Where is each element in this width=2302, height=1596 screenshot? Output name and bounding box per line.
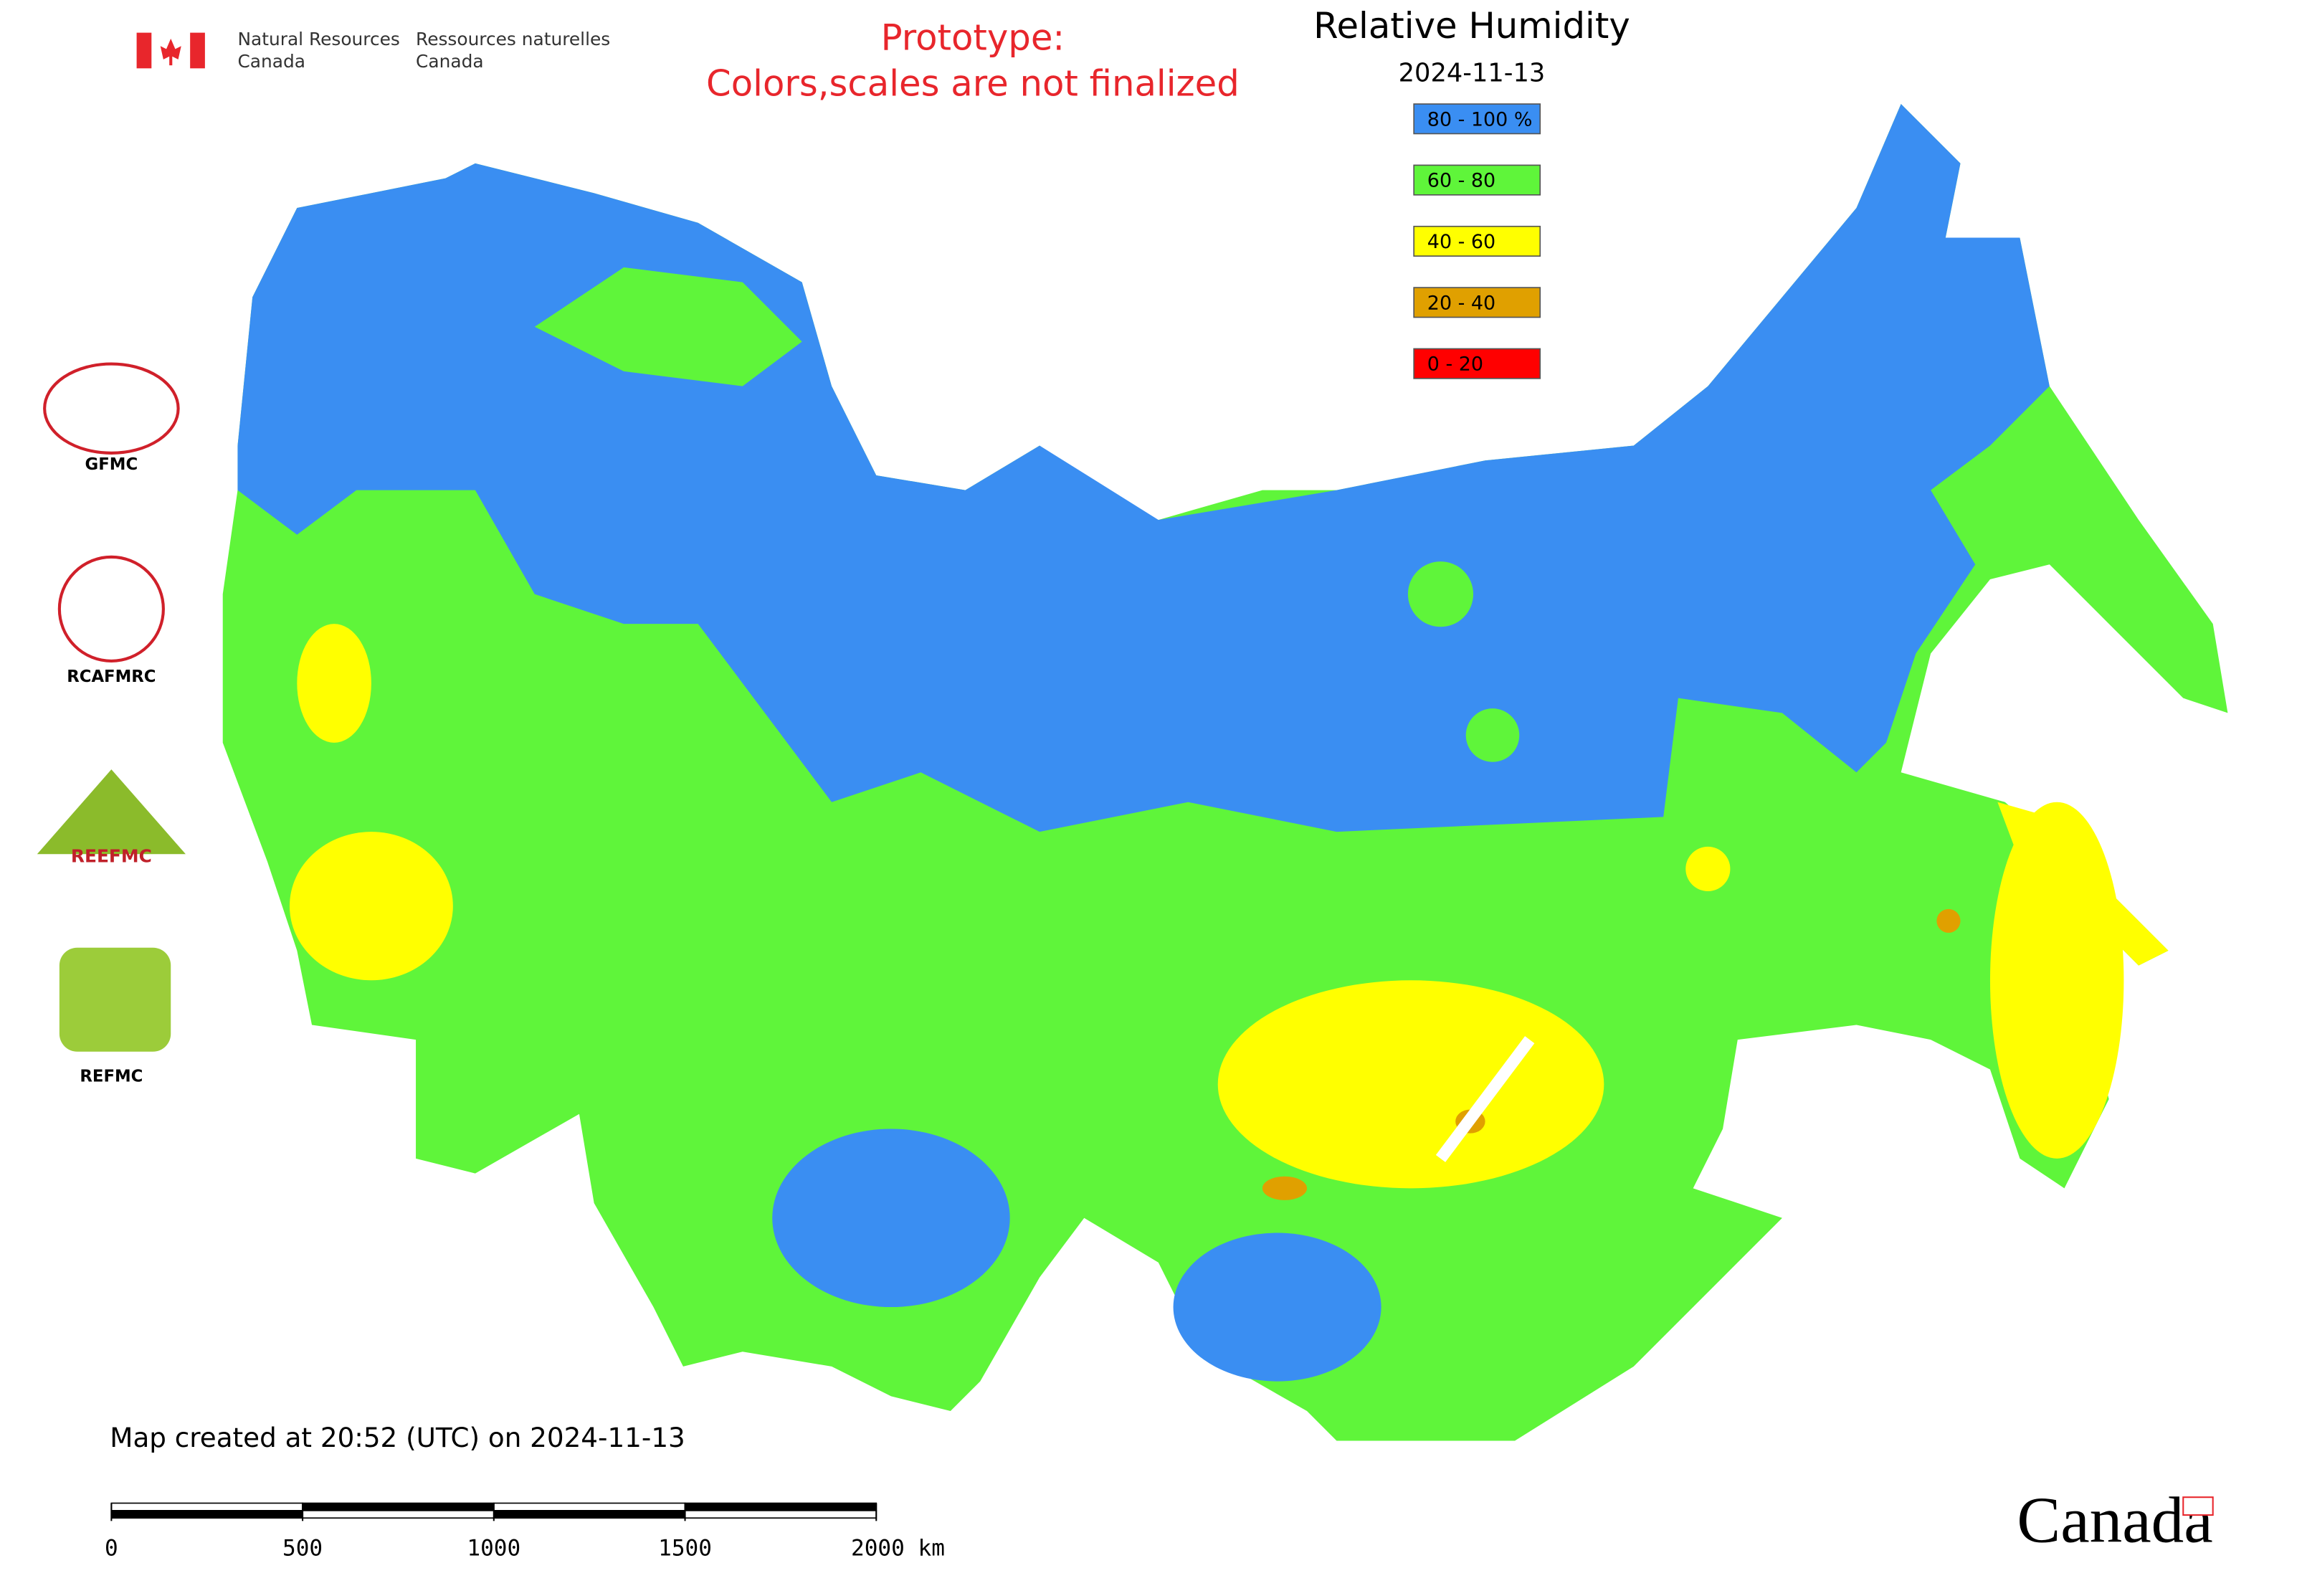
scale-label: 1500 — [658, 1536, 712, 1562]
humidity-zone — [289, 832, 453, 981]
map-date: 2024-11-13 — [1399, 59, 1546, 88]
legend-swatch — [1413, 164, 1541, 196]
scale-segment — [302, 1510, 495, 1519]
humidity-zone — [1407, 561, 1474, 627]
logos: GFMC RCAFMRC REEFMC REFMC — [37, 362, 186, 1086]
department-fr: Canada — [416, 51, 484, 72]
logo — [57, 555, 165, 662]
scale-segment — [493, 1510, 686, 1519]
legend-label: 20 - 40 — [1427, 292, 1495, 314]
department-en: Canada — [237, 51, 305, 72]
nrcan-signature: Natural Resources Canada Ressources natu… — [136, 29, 610, 72]
scale-label: 0 — [105, 1536, 118, 1562]
humidity-zone — [1685, 846, 1731, 891]
department-fr: Ressources naturelles — [416, 29, 610, 49]
logo-caption: REEFMC — [71, 845, 152, 866]
logo — [59, 947, 171, 1052]
wordmark: Canada — [2017, 1484, 2212, 1557]
legend-swatch — [1413, 348, 1541, 379]
humidity-zone — [1173, 1232, 1381, 1382]
humidity-zone — [1217, 980, 1604, 1189]
humidity-zone — [1465, 708, 1520, 762]
humidity-zone — [297, 624, 371, 743]
flag-bar — [190, 32, 205, 69]
scale-segment — [493, 1502, 686, 1511]
logo-caption: RCAFMRC — [67, 668, 156, 686]
department-en: Natural Resources — [237, 29, 399, 49]
scale-segment — [684, 1510, 877, 1519]
scale-label: 2000 km — [851, 1536, 945, 1562]
notice: Prototype: — [881, 16, 1065, 58]
notice: Colors,scales are not finalized — [706, 63, 1240, 105]
humidity-zone — [1262, 1176, 1308, 1200]
humidity-zone — [772, 1129, 1010, 1308]
legend-swatch — [1413, 103, 1541, 135]
scale-segment — [684, 1502, 877, 1511]
legend-label: 60 - 80 — [1427, 170, 1495, 192]
wordmark-flag — [2182, 1496, 2214, 1516]
map-created: Map created at 20:52 (UTC) on 2024-11-13 — [110, 1422, 685, 1453]
legend-label: 80 - 100 % — [1427, 108, 1533, 130]
humidity-zone — [1997, 802, 2169, 966]
humidity-zone — [1936, 908, 1961, 933]
scale-segment — [302, 1502, 495, 1511]
legend: 80 - 100 % 60 - 80 40 - 60 20 - 40 0 - 20 — [1413, 103, 1541, 379]
humidity-zone — [534, 267, 802, 386]
maple-leaf — [160, 38, 181, 66]
scale-label: 500 — [282, 1536, 323, 1562]
map — [222, 104, 2228, 1441]
logo-caption: GFMC — [85, 455, 138, 474]
logo — [43, 362, 180, 455]
scale-bar: 0 500 1000 1500 2000 km — [105, 1502, 945, 1562]
legend-label: 40 - 60 — [1427, 231, 1495, 253]
legend-swatch — [1413, 287, 1541, 318]
lake-baikal — [1435, 1036, 1535, 1162]
logo-caption: REFMC — [80, 1067, 143, 1086]
legend-label: 0 - 20 — [1427, 353, 1483, 376]
legend-swatch — [1413, 225, 1541, 257]
flag-bar — [136, 32, 152, 69]
scale-label: 1000 — [467, 1536, 520, 1562]
logo — [37, 769, 186, 855]
map-title: Relative Humidity — [1313, 5, 1630, 47]
scale-segment — [110, 1510, 303, 1519]
scale-segment — [110, 1502, 303, 1511]
